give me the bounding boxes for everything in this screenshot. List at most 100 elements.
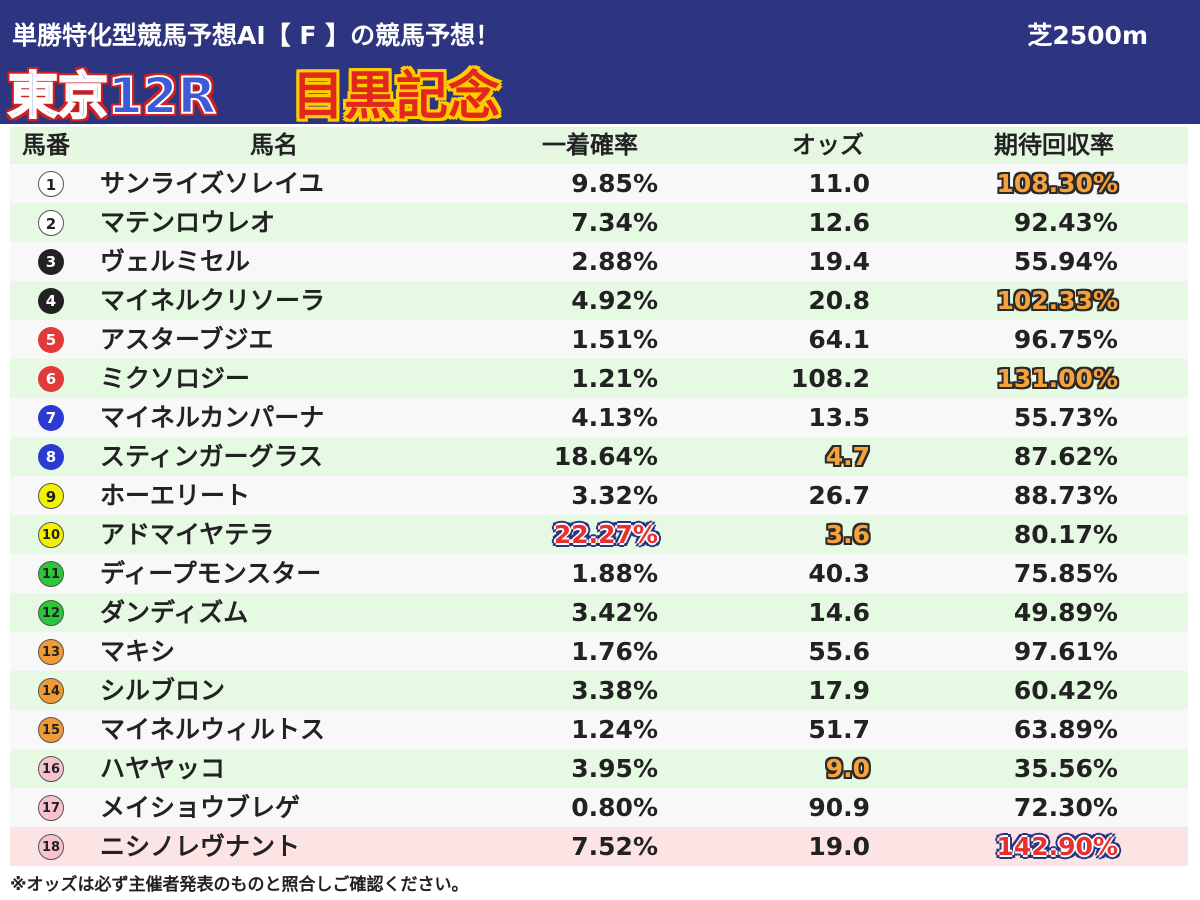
- subtitle: 単勝特化型競馬予想AI【 F 】の競馬予想！: [12, 21, 501, 50]
- odds-value: 9.0: [825, 754, 870, 783]
- expected-return: 60.42%: [1013, 676, 1118, 705]
- odds-value: 108.2: [790, 364, 870, 393]
- table-row: 6 ミクソロジー 1.21% 108.2 131.00%: [10, 359, 1188, 398]
- expected-return: 72.30%: [1013, 793, 1118, 822]
- horse-name: ミクソロジー: [100, 364, 251, 393]
- win-probability: 2.88%: [571, 247, 658, 276]
- expected-return: 131.00%: [996, 364, 1118, 393]
- odds-value: 19.4: [808, 247, 870, 276]
- horse-number-badge: 6: [38, 366, 64, 392]
- horse-name: ヴェルミセル: [100, 247, 251, 276]
- table-row: 10 アドマイヤテラ 22.27% 3.6 80.17%: [10, 515, 1188, 554]
- table-row: 8 スティンガーグラス 18.64% 4.7 87.62%: [10, 437, 1188, 476]
- odds-value: 51.7: [808, 715, 870, 744]
- odds-value: 26.7: [808, 481, 870, 510]
- expected-return: 80.17%: [1013, 520, 1118, 549]
- horse-name: シルブロン: [100, 676, 226, 705]
- horse-number-badge: 15: [38, 717, 64, 743]
- horse-name: マイネルクリソーラ: [100, 286, 326, 315]
- expected-return: 35.56%: [1013, 754, 1118, 783]
- expected-return: 142.90%: [996, 832, 1118, 861]
- odds-value: 17.9: [808, 676, 870, 705]
- column-win-prob: 一着確率: [542, 131, 638, 159]
- odds-value: 55.6: [808, 637, 870, 666]
- horse-number-badge: 17: [38, 795, 64, 821]
- column-odds: オッズ: [792, 131, 864, 159]
- horse-number-badge: 11: [38, 561, 64, 587]
- odds-value: 4.7: [825, 442, 870, 471]
- win-probability: 3.38%: [571, 676, 658, 705]
- horse-number-badge: 7: [38, 405, 64, 431]
- expected-return: 108.30%: [996, 169, 1118, 198]
- table-row: 12 ダンディズム 3.42% 14.6 49.89%: [10, 593, 1188, 632]
- horse-name: ハヤヤッコ: [100, 754, 226, 783]
- win-probability: 0.80%: [571, 793, 658, 822]
- expected-return: 96.75%: [1013, 325, 1118, 354]
- odds-value: 19.0: [808, 832, 870, 861]
- odds-value: 11.0: [808, 169, 870, 198]
- table-row: 16 ハヤヤッコ 3.95% 9.0 35.56%: [10, 749, 1188, 788]
- table-row: 9 ホーエリート 3.32% 26.7 88.73%: [10, 476, 1188, 515]
- horse-number-badge: 18: [38, 834, 64, 860]
- table-row: 18 ニシノレヴナント 7.52% 19.0 142.90%: [10, 827, 1188, 866]
- win-probability: 1.76%: [571, 637, 658, 666]
- table-row: 5 アスターブジエ 1.51% 64.1 96.75%: [10, 320, 1188, 359]
- win-probability: 1.88%: [571, 559, 658, 588]
- table-row: 1 サンライズソレイユ 9.85% 11.0 108.30%: [10, 164, 1188, 203]
- win-probability: 3.32%: [571, 481, 658, 510]
- horse-number-badge: 9: [38, 483, 64, 509]
- expected-return: 102.33%: [996, 286, 1118, 315]
- horse-name: アドマイヤテラ: [100, 520, 275, 549]
- column-name: 馬名: [250, 131, 298, 159]
- expected-return: 49.89%: [1013, 598, 1118, 627]
- table-row: 2 マテンロウレオ 7.34% 12.6 92.43%: [10, 203, 1188, 242]
- horse-name: ニシノレヴナント: [100, 832, 301, 861]
- odds-value: 90.9: [808, 793, 870, 822]
- odds-value: 14.6: [808, 598, 870, 627]
- column-expected-return: 期待回収率: [994, 131, 1114, 159]
- horse-name: スティンガーグラス: [100, 442, 324, 471]
- race-number: 東京12R: [7, 66, 217, 126]
- win-probability: 4.13%: [571, 403, 658, 432]
- horse-name: ディープモンスター: [100, 559, 322, 588]
- horse-number-badge: 4: [38, 288, 64, 314]
- table-row: 13 マキシ 1.76% 55.6 97.61%: [10, 632, 1188, 671]
- win-probability: 18.64%: [553, 442, 658, 471]
- horse-number-badge: 14: [38, 678, 64, 704]
- odds-value: 13.5: [808, 403, 870, 432]
- table-row: 7 マイネルカンパーナ 4.13% 13.5 55.73%: [10, 398, 1188, 437]
- horse-name: メイショウブレゲ: [100, 793, 301, 822]
- expected-return: 97.61%: [1013, 637, 1118, 666]
- odds-value: 20.8: [808, 286, 870, 315]
- horse-name: アスターブジエ: [100, 325, 274, 354]
- expected-return: 75.85%: [1013, 559, 1118, 588]
- horse-name: ダンディズム: [100, 598, 249, 627]
- win-probability: 9.85%: [571, 169, 658, 198]
- footnote: ※オッズは必ず主催者発表のものと照合しご確認ください。: [10, 875, 469, 895]
- expected-return: 55.73%: [1013, 403, 1118, 432]
- expected-return: 63.89%: [1013, 715, 1118, 744]
- column-number: 馬番: [22, 131, 70, 159]
- track-surface-distance: 芝2500m: [1027, 21, 1148, 50]
- race-header: 単勝特化型競馬予想AI【 F 】の競馬予想！ 芝2500m 東京12R 目黒記念: [0, 0, 1200, 127]
- win-probability: 1.51%: [571, 325, 658, 354]
- win-probability: 4.92%: [571, 286, 658, 315]
- win-probability: 1.24%: [571, 715, 658, 744]
- horse-number-badge: 8: [38, 444, 64, 470]
- race-name: 目黒記念: [292, 67, 501, 127]
- horse-name: マイネルカンパーナ: [100, 403, 325, 432]
- odds-value: 64.1: [808, 325, 870, 354]
- horse-name: マテンロウレオ: [100, 208, 276, 237]
- win-probability: 7.34%: [571, 208, 658, 237]
- horse-number-badge: 3: [38, 249, 64, 275]
- table-row: 4 マイネルクリソーラ 4.92% 20.8 102.33%: [10, 281, 1188, 320]
- odds-value: 40.3: [808, 559, 870, 588]
- table-row: 11 ディープモンスター 1.88% 40.3 75.85%: [10, 554, 1188, 593]
- horse-number-badge: 10: [38, 522, 64, 548]
- win-probability: 3.42%: [571, 598, 658, 627]
- win-probability: 3.95%: [571, 754, 658, 783]
- table-row: 15 マイネルウィルトス 1.24% 51.7 63.89%: [10, 710, 1188, 749]
- expected-return: 88.73%: [1013, 481, 1118, 510]
- horse-name: マイネルウィルトス: [100, 715, 326, 744]
- table-row: 3 ヴェルミセル 2.88% 19.4 55.94%: [10, 242, 1188, 281]
